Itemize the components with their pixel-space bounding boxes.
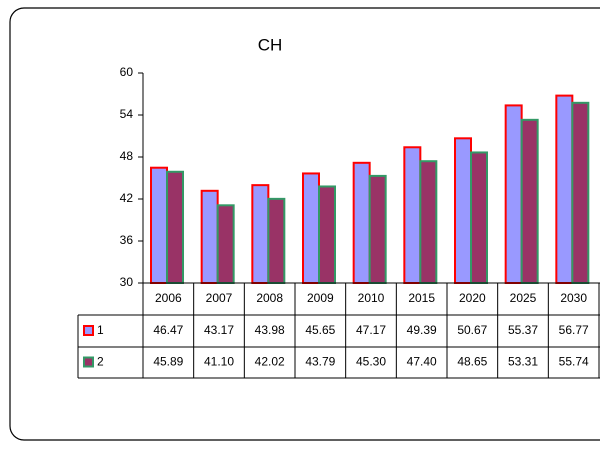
legend-label: 2 <box>97 355 104 369</box>
table-value: 41.10 <box>204 355 234 369</box>
x-tick-label: 2025 <box>510 291 537 305</box>
table-value: 53.31 <box>508 355 538 369</box>
bar <box>555 94 574 284</box>
table-value: 49.39 <box>407 323 437 337</box>
x-tick-label: 2030 <box>560 291 587 305</box>
bar <box>352 161 371 284</box>
y-tick-label: 36 <box>120 233 134 247</box>
legend-key <box>83 325 94 336</box>
x-tick-label: 2006 <box>155 291 182 305</box>
bar <box>419 160 438 284</box>
table-value: 43.98 <box>255 323 285 337</box>
table-value: 48.65 <box>457 355 487 369</box>
legend-label: 1 <box>97 323 104 337</box>
y-tick-label: 54 <box>120 107 134 121</box>
bar <box>403 146 422 284</box>
bar <box>504 104 523 284</box>
x-tick-label: 2007 <box>206 291 233 305</box>
table-value: 47.17 <box>356 323 386 337</box>
x-tick-label: 2020 <box>459 291 486 305</box>
bar <box>166 170 184 285</box>
table-value: 45.65 <box>305 323 335 337</box>
bar <box>571 101 590 284</box>
table-value: 42.02 <box>255 355 285 369</box>
table-value: 55.74 <box>559 355 589 369</box>
bar <box>454 137 472 284</box>
table-value: 45.89 <box>153 355 183 369</box>
table-value: 43.17 <box>204 323 234 337</box>
x-tick-label: 2010 <box>358 291 385 305</box>
bar <box>267 197 286 284</box>
table-value: 47.40 <box>407 355 437 369</box>
table-value: 43.79 <box>305 355 335 369</box>
y-tick-label: 30 <box>120 275 134 289</box>
bar <box>251 184 270 284</box>
table-value: 50.67 <box>457 323 487 337</box>
y-tick-label: 42 <box>120 191 134 205</box>
table-value: 55.37 <box>508 323 538 337</box>
chart-title: CH <box>258 35 283 54</box>
table-value: 56.77 <box>559 323 589 337</box>
bar <box>318 185 336 284</box>
y-tick-label: 48 <box>120 149 134 163</box>
table-value: 46.47 <box>153 323 183 337</box>
bar <box>302 172 320 284</box>
y-tick-label: 60 <box>120 65 134 79</box>
bar <box>150 166 168 285</box>
x-tick-label: 2009 <box>307 291 334 305</box>
bar <box>368 174 387 284</box>
x-tick-label: 2008 <box>256 291 283 305</box>
legend-key <box>83 356 94 368</box>
bar <box>520 118 539 284</box>
bar <box>200 189 219 284</box>
bar <box>216 204 235 284</box>
table-value: 45.30 <box>356 355 386 369</box>
x-tick-label: 2015 <box>408 291 435 305</box>
bar <box>470 151 488 284</box>
